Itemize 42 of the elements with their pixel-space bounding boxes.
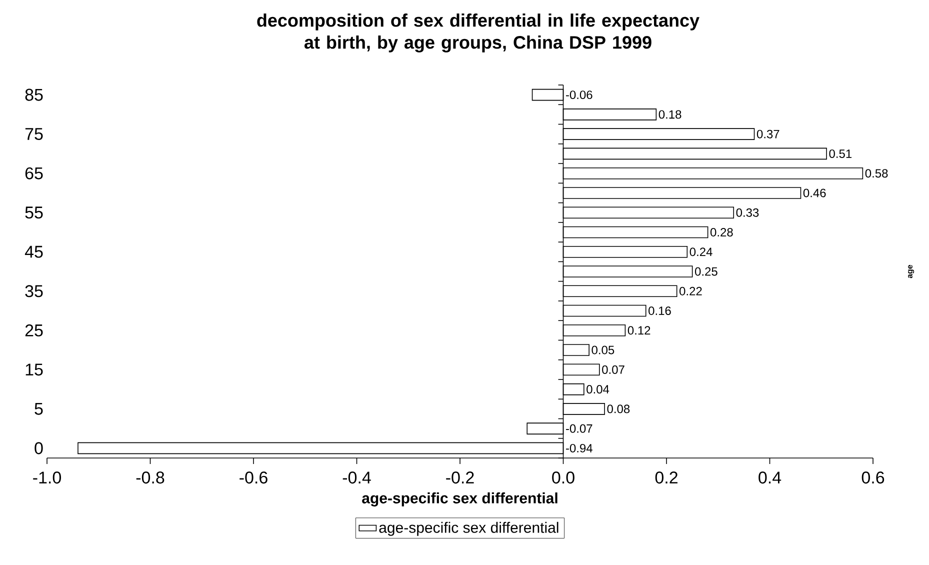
y-tick-label: 25 (25, 324, 43, 336)
x-tick-label: 0.6 (862, 472, 884, 484)
data-label: 0.05 (592, 346, 614, 354)
data-label: 0.18 (658, 110, 682, 119)
y-tick-label: 0 (34, 442, 43, 454)
x-tick-label: 0.0 (552, 472, 574, 484)
y-tick-label: 85 (25, 88, 43, 101)
data-label: -0.94 (566, 444, 592, 452)
x-tick-label: -0.8 (136, 472, 164, 484)
data-label: 0.07 (602, 365, 624, 374)
x-tick-label: -1.0 (33, 472, 61, 484)
data-label: 0.08 (607, 404, 630, 414)
data-label: 0.37 (756, 130, 780, 138)
data-label: 0.04 (586, 385, 610, 394)
data-label: 0.25 (694, 267, 718, 276)
data-label: 0.22 (680, 286, 702, 296)
chart-title: decomposition of sex differential in life expectancy at birth, by age groups, China DSP 1999 (257, 14, 700, 52)
data-label: 0.16 (648, 306, 671, 316)
y-tick-label: 75 (25, 128, 43, 140)
x-tick-label: 0.4 (758, 472, 782, 484)
data-label: 0.58 (865, 169, 888, 178)
x-tick-label: -0.6 (240, 472, 268, 484)
y-tick-label: 65 (25, 167, 43, 180)
legend-label: age-specific sex differential (379, 522, 558, 536)
y-tick-label: 55 (25, 206, 43, 219)
data-label: 0.24 (690, 248, 712, 256)
data-label: 0.33 (736, 208, 759, 217)
x-tick-label: -0.4 (342, 472, 371, 484)
x-tick-label: -0.2 (446, 472, 474, 484)
data-label: -0.06 (566, 90, 592, 100)
x-axis-title: age-specific sex differential (362, 492, 558, 506)
data-label: 0.12 (628, 326, 650, 335)
y-tick-label: 35 (25, 285, 43, 298)
x-tick-label: 0.2 (655, 472, 678, 484)
y-tick-label: 15 (26, 364, 43, 376)
data-label: 0.51 (829, 149, 852, 158)
data-label: -0.07 (566, 424, 592, 433)
y-axis-title: age (908, 264, 914, 278)
y-tick-label: 45 (24, 246, 43, 258)
data-label: 0.46 (803, 188, 826, 198)
y-tick-label: 5 (34, 402, 43, 415)
data-label: 0.28 (710, 228, 733, 236)
